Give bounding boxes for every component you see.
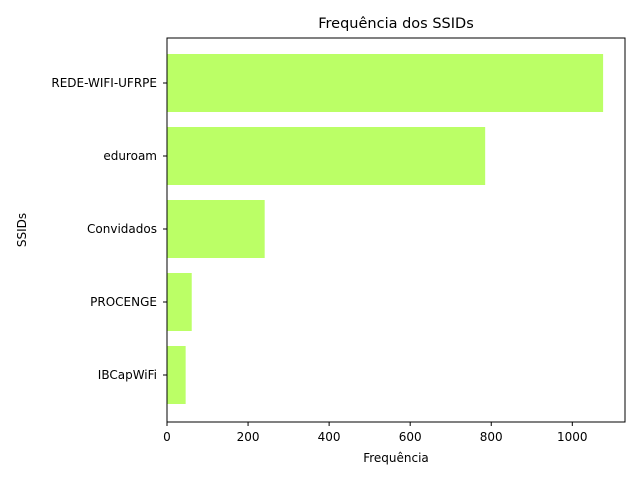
bar-eduroam [167, 127, 486, 185]
y-axis-ticks: REDE-WIFI-UFRPE eduroam Convidados PROCENGE… [51, 76, 167, 382]
x-tick-label: 800 [480, 430, 503, 444]
x-tick-label: 1000 [557, 430, 588, 444]
x-tick-label: 400 [318, 430, 341, 444]
bar-convidados [167, 200, 265, 258]
chart-title: Frequência dos SSIDs [318, 16, 474, 32]
bar-rede-wifi-ufrpe [167, 54, 604, 112]
bar-procenge [167, 273, 192, 331]
x-axis-label: Frequência [363, 451, 429, 465]
x-tick-label: 600 [399, 430, 422, 444]
y-tick-label: PROCENGE [90, 295, 157, 309]
bars-group [167, 54, 604, 404]
x-tick-label: 200 [237, 430, 260, 444]
y-axis-label: SSIDs [15, 213, 29, 247]
x-axis-ticks: 0 200 400 600 800 1000 [163, 422, 588, 444]
bar-ibcapwifi [167, 346, 186, 404]
y-tick-label: Convidados [87, 222, 157, 236]
y-tick-label: eduroam [103, 149, 157, 163]
x-tick-label: 0 [163, 430, 171, 444]
y-tick-label: IBCapWiFi [98, 368, 157, 382]
plot-frame [166, 37, 626, 423]
y-tick-label: REDE-WIFI-UFRPE [51, 76, 157, 90]
